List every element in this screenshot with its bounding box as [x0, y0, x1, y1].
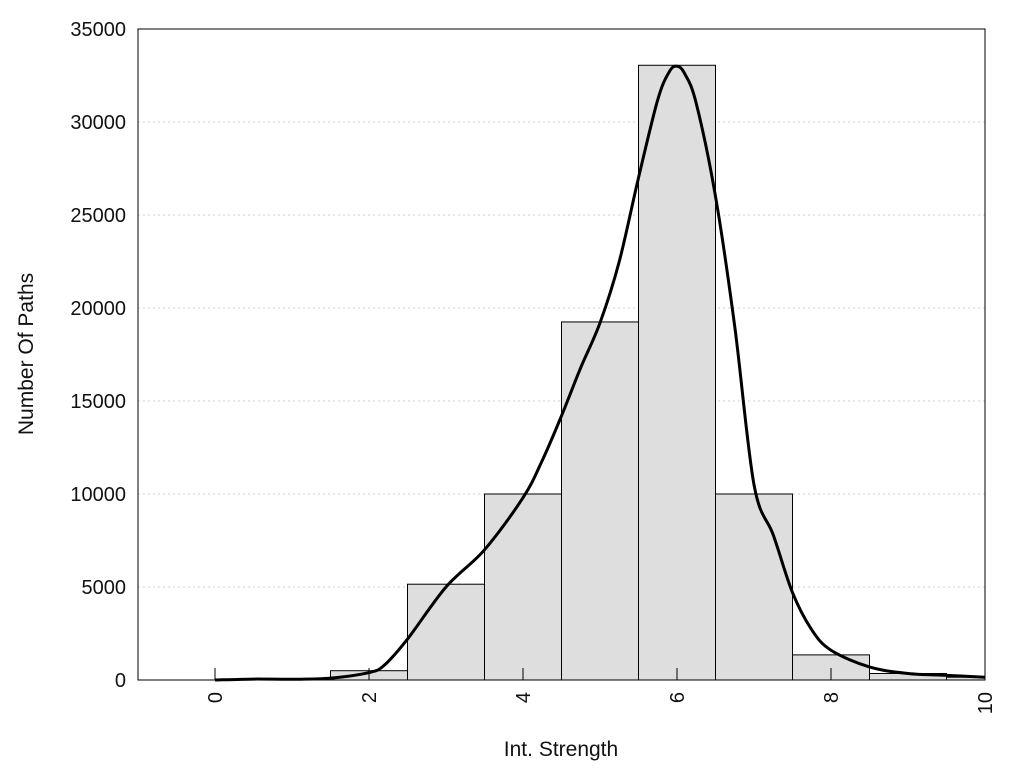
gridlines	[138, 121, 985, 588]
y-tick-label: 25000	[70, 205, 126, 227]
density-curve	[214, 64, 986, 682]
y-tick-label: 30000	[70, 112, 126, 134]
y-tick-label: 15000	[70, 391, 126, 413]
x-tick-label: 10	[975, 692, 997, 714]
x-tick-label: 4	[513, 692, 535, 703]
y-axis-ticks: 0 5000 10000 15000 20000 25000 30000 35000	[70, 19, 126, 692]
x-tick-label: 0	[205, 692, 227, 703]
y-axis-title: Number Of Paths	[15, 273, 38, 435]
x-axis-ticks: 0 2 4 6 8 10	[205, 668, 997, 714]
y-tick-label: 5000	[82, 577, 127, 599]
histogram-bars	[330, 64, 986, 681]
y-tick-label: 0	[115, 670, 126, 692]
density-curve-group	[214, 64, 986, 682]
histogram-bar	[484, 493, 562, 681]
histogram-bar	[407, 583, 485, 681]
y-tick-label: 20000	[70, 298, 126, 320]
histogram-bar	[561, 321, 639, 681]
plot-frame	[137, 28, 986, 681]
x-axis-title: Int. Strength	[504, 738, 618, 761]
x-tick-label: 2	[359, 692, 381, 703]
y-tick-label: 10000	[70, 484, 126, 506]
histogram-bar	[715, 493, 793, 681]
y-tick-label: 35000	[70, 19, 126, 41]
x-tick-label: 6	[667, 692, 689, 703]
histogram-bar	[638, 64, 716, 681]
x-tick-label: 8	[821, 692, 843, 703]
